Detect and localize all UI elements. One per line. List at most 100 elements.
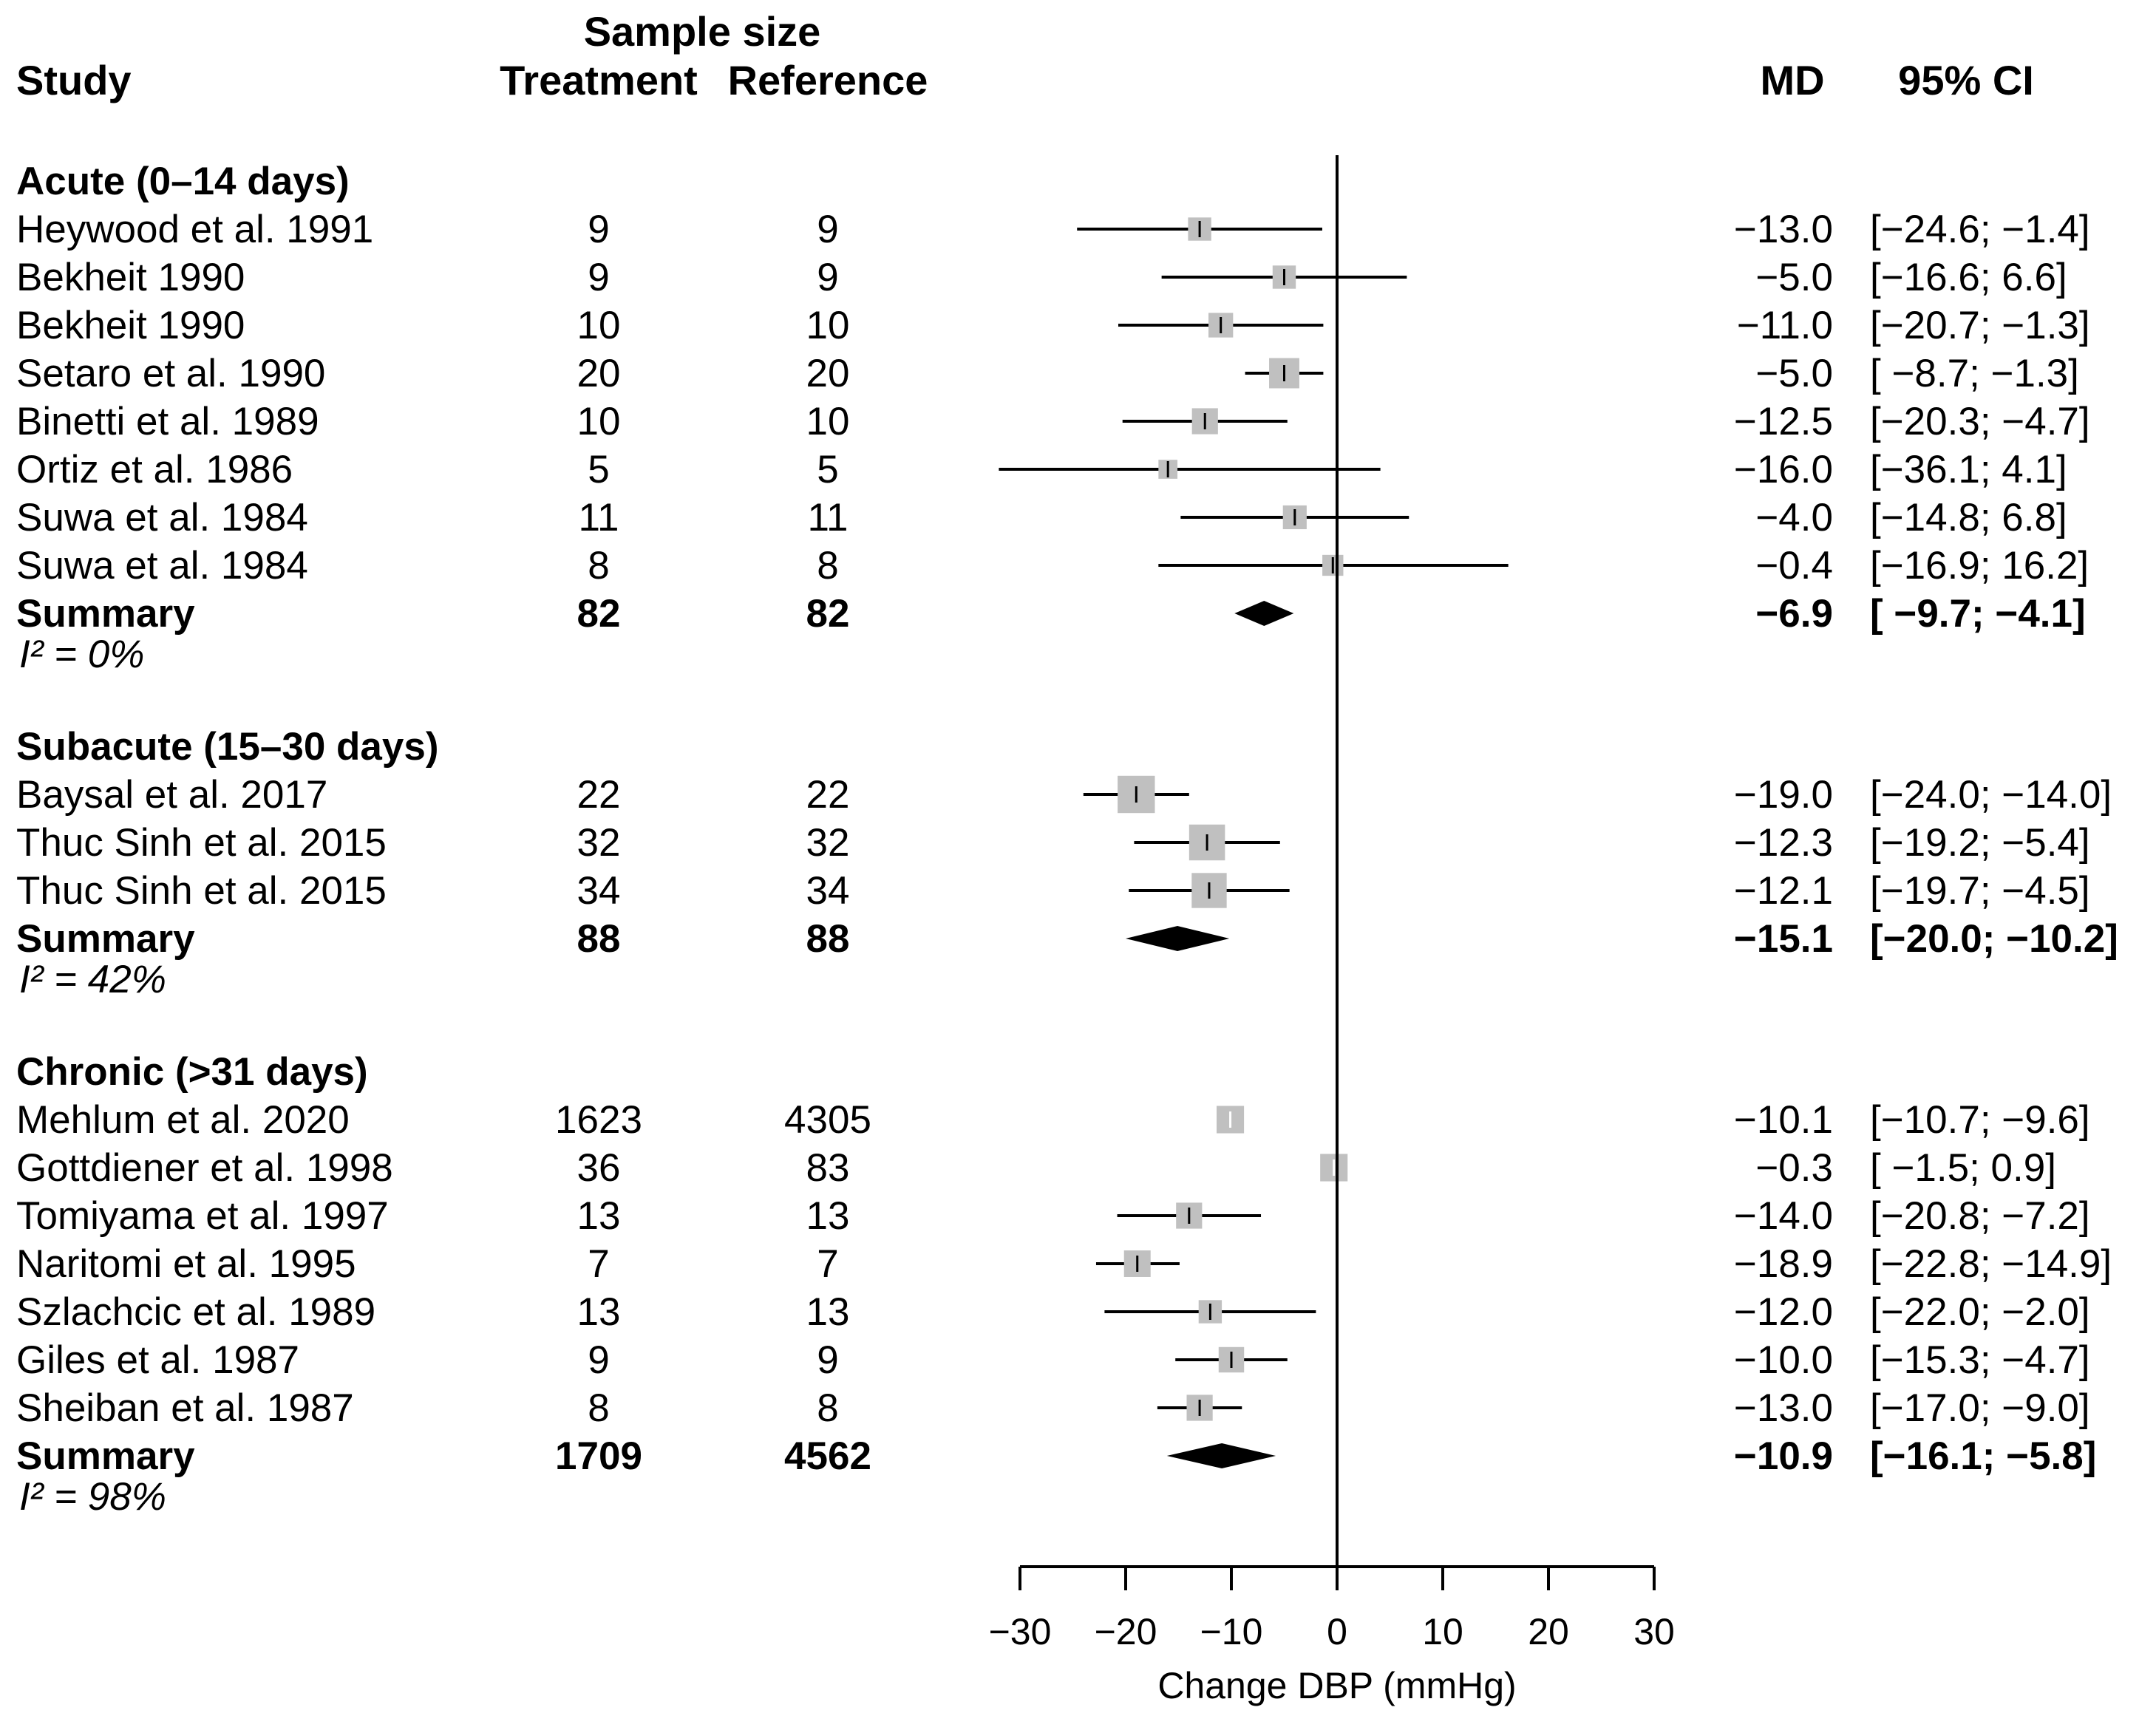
study-name: Thuc Sinh et al. 2015 — [16, 821, 387, 865]
study-name: Gottdiener et al. 1998 — [16, 1146, 393, 1190]
summary-label: Summary — [16, 1434, 195, 1478]
study-name: Suwa et al. 1984 — [16, 544, 308, 588]
summary-md-value: −10.9 — [1734, 1434, 1833, 1478]
md-value: −19.0 — [1734, 773, 1833, 817]
study-name: Heywood et al. 1991 — [16, 208, 373, 251]
summary-label: Summary — [16, 917, 195, 961]
ci-value: [ −8.7; −1.3] — [1870, 352, 2079, 395]
group-title: Acute (0–14 days) — [16, 160, 350, 203]
x-tick-label: −30 — [989, 1611, 1052, 1652]
md-value: −13.0 — [1734, 208, 1833, 251]
md-value: −13.0 — [1734, 1386, 1833, 1430]
treatment-n: 1623 — [555, 1098, 642, 1142]
study-name: Suwa et al. 1984 — [16, 496, 308, 539]
treatment-n: 34 — [577, 869, 621, 913]
ci-value: [−17.0; −9.0] — [1870, 1386, 2090, 1430]
ci-value: [−16.6; 6.6] — [1870, 256, 2067, 299]
summary-ci-value: [−16.1; −5.8] — [1870, 1434, 2096, 1478]
treatment-n: 8 — [588, 544, 609, 588]
treatment-n: 7 — [588, 1242, 609, 1286]
reference-n: 9 — [817, 256, 838, 299]
md-value: −4.0 — [1755, 496, 1833, 539]
summary-treatment-n: 1709 — [555, 1434, 642, 1478]
study-name: Ortiz et al. 1986 — [16, 448, 293, 491]
treatment-n: 11 — [578, 496, 619, 539]
md-value: −14.0 — [1734, 1194, 1833, 1238]
study-name: Mehlum et al. 2020 — [16, 1098, 350, 1142]
summary-treatment-n: 88 — [577, 917, 621, 961]
header-study: Study — [16, 57, 132, 103]
reference-n: 13 — [806, 1290, 850, 1334]
treatment-n: 9 — [588, 256, 609, 299]
x-axis-label: Change DBP (mmHg) — [1157, 1665, 1516, 1706]
ci-value: [−20.8; −7.2] — [1870, 1194, 2090, 1238]
x-tick-label: 30 — [1633, 1611, 1675, 1652]
reference-n: 9 — [817, 1338, 838, 1382]
heterogeneity-i2: I² = 0% — [19, 633, 144, 676]
study-name: Bekheit 1990 — [16, 256, 245, 299]
md-value: −5.0 — [1755, 352, 1833, 395]
treatment-n: 36 — [577, 1146, 621, 1190]
md-value: −10.0 — [1734, 1338, 1833, 1382]
summary-diamond — [1234, 601, 1294, 626]
header-treatment: Treatment — [500, 57, 698, 103]
reference-n: 8 — [817, 544, 838, 588]
summary-diamond — [1166, 1443, 1276, 1468]
summary-ci-value: [ −9.7; −4.1] — [1870, 592, 2086, 636]
treatment-n: 8 — [588, 1386, 609, 1430]
header-sample-size: Sample size — [584, 8, 821, 55]
header-reference: Reference — [728, 57, 928, 103]
summary-md-value: −6.9 — [1755, 592, 1833, 636]
ci-value: [−22.0; −2.0] — [1870, 1290, 2090, 1334]
reference-n: 7 — [817, 1242, 838, 1286]
group-title: Subacute (15–30 days) — [16, 725, 438, 769]
md-value: −0.3 — [1755, 1146, 1833, 1190]
md-value: −10.1 — [1734, 1098, 1833, 1142]
x-tick-label: 0 — [1327, 1611, 1347, 1652]
treatment-n: 13 — [577, 1290, 621, 1334]
study-name: Binetti et al. 1989 — [16, 400, 319, 443]
reference-n: 4305 — [784, 1098, 871, 1142]
ci-value: [−15.3; −4.7] — [1870, 1338, 2090, 1382]
treatment-n: 22 — [577, 773, 621, 817]
study-name: Naritomi et al. 1995 — [16, 1242, 356, 1286]
ci-value: [−20.3; −4.7] — [1870, 400, 2090, 443]
summary-label: Summary — [16, 592, 195, 636]
treatment-n: 10 — [577, 304, 621, 347]
ci-value: [−14.8; 6.8] — [1870, 496, 2067, 539]
study-name: Bekheit 1990 — [16, 304, 245, 347]
reference-n: 20 — [806, 352, 850, 395]
reference-n: 34 — [806, 869, 850, 913]
md-value: −12.0 — [1734, 1290, 1833, 1334]
summary-reference-n: 4562 — [784, 1434, 871, 1478]
md-value: −11.0 — [1737, 304, 1833, 347]
md-value: −12.3 — [1734, 821, 1833, 865]
x-tick-label: 20 — [1528, 1611, 1569, 1652]
header-md: MD — [1760, 57, 1824, 103]
heterogeneity-i2: I² = 42% — [19, 958, 166, 1001]
heterogeneity-i2: I² = 98% — [19, 1475, 166, 1519]
ci-value: [−36.1; 4.1] — [1870, 448, 2067, 491]
ci-value: [ −1.5; 0.9] — [1870, 1146, 2056, 1190]
study-name: Setaro et al. 1990 — [16, 352, 325, 395]
md-value: −18.9 — [1734, 1242, 1833, 1286]
reference-n: 10 — [806, 304, 850, 347]
reference-n: 8 — [817, 1386, 838, 1430]
study-name: Szlachcic et al. 1989 — [16, 1290, 375, 1334]
ci-value: [−24.0; −14.0] — [1870, 773, 2112, 817]
ci-value: [−19.2; −5.4] — [1870, 821, 2090, 865]
header-ci: 95% CI — [1898, 57, 2034, 103]
summary-reference-n: 88 — [806, 917, 850, 961]
treatment-n: 5 — [588, 448, 609, 491]
study-name: Sheiban et al. 1987 — [16, 1386, 354, 1430]
treatment-n: 20 — [577, 352, 621, 395]
md-value: −16.0 — [1734, 448, 1833, 491]
md-value: −5.0 — [1755, 256, 1833, 299]
md-value: −0.4 — [1755, 544, 1833, 588]
reference-n: 83 — [806, 1146, 850, 1190]
ci-value: [−16.9; 16.2] — [1870, 544, 2089, 588]
summary-reference-n: 82 — [806, 592, 850, 636]
ci-value: [−22.8; −14.9] — [1870, 1242, 2112, 1286]
group-title: Chronic (>31 days) — [16, 1050, 368, 1094]
